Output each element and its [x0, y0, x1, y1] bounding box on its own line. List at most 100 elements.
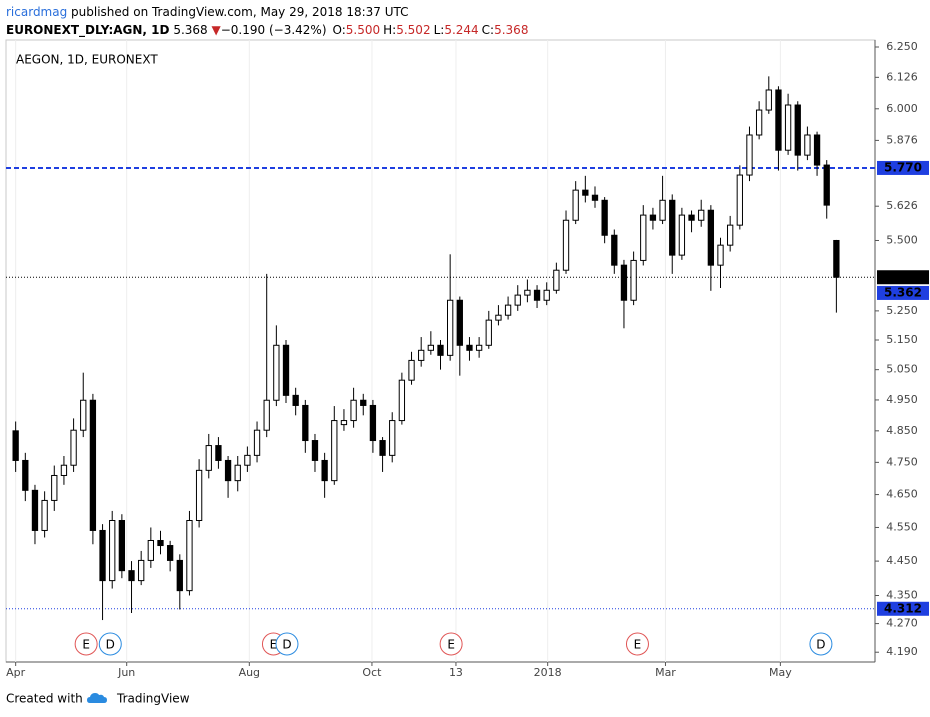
candle-body	[70, 429, 77, 466]
y-tick-label: 5.500	[886, 233, 918, 246]
candle-body	[447, 299, 454, 356]
event-marker	[809, 632, 833, 656]
y-tick-label: 4.450	[886, 554, 918, 567]
candle-body	[224, 459, 232, 482]
candle-body	[418, 349, 425, 361]
y-tick-label: 4.270	[886, 617, 918, 630]
ohlc-key: C:	[482, 23, 494, 37]
ohlc-key: L:	[434, 23, 445, 37]
candle-body	[775, 89, 782, 151]
candle-body	[707, 209, 715, 266]
candle-body	[804, 134, 811, 156]
byline: ricardmag published on TradingView.com, …	[6, 5, 409, 19]
candle-body	[649, 214, 657, 221]
y-tick-label: 5.150	[886, 333, 918, 346]
y-tick-label: 6.126	[886, 70, 918, 83]
candle-body	[195, 469, 203, 521]
x-tick-label: 2018	[534, 666, 562, 679]
footer-brand[interactable]: TradingView	[116, 692, 190, 706]
candle-body	[572, 189, 579, 221]
candle-body	[765, 89, 772, 111]
y-tick-label: 4.190	[886, 645, 918, 658]
candle-body	[369, 404, 377, 442]
x-tick-label: Oct	[362, 666, 382, 679]
price-badge-label: 5.362	[884, 285, 922, 299]
y-tick-label: 4.650	[886, 488, 918, 501]
x-tick-label: 13	[449, 666, 463, 679]
candle-body	[562, 219, 570, 271]
price-badge-label: 5.770	[884, 160, 922, 174]
candle-body	[22, 459, 29, 491]
candle-body	[292, 394, 299, 406]
candle-body	[591, 194, 599, 201]
candle-body	[833, 239, 840, 278]
candle-body	[408, 359, 415, 381]
candle-body	[794, 104, 801, 156]
candle-body	[398, 379, 406, 422]
ohlc-key: H:	[383, 23, 396, 37]
candle-body	[311, 440, 319, 461]
candle-body	[253, 429, 261, 456]
candle-body	[350, 399, 357, 422]
candle-body	[99, 529, 106, 582]
candle-body	[823, 164, 830, 206]
candle-body	[234, 464, 241, 482]
candle-body	[89, 399, 97, 531]
candle-body	[302, 404, 309, 442]
candle-body	[475, 344, 483, 351]
candle-body	[678, 214, 686, 256]
y-tick-label: 4.750	[886, 455, 918, 468]
candle-body	[340, 420, 348, 426]
published: published on TradingView.com, May 29, 20…	[71, 5, 408, 19]
candle-body	[669, 199, 676, 256]
price-badge-label: 4.312	[884, 601, 922, 615]
candle-body	[485, 319, 492, 346]
chart-title: AEGON, 1D, EURONEXT	[16, 53, 158, 67]
candle-body	[630, 259, 637, 301]
y-tick-label: 5.626	[886, 199, 918, 212]
ohlc-key: O:	[333, 23, 346, 37]
ohlc-value: 5.368	[494, 23, 528, 37]
y-tick-label: 4.550	[886, 520, 918, 533]
candle-body	[215, 445, 222, 461]
y-tick-label: 6.000	[886, 102, 918, 115]
candle-body	[51, 474, 58, 501]
y-tick-label: 5.250	[886, 304, 918, 317]
x-tick-label: Mar	[655, 666, 676, 679]
x-tick-label: May	[769, 666, 792, 679]
candle-body	[746, 134, 753, 176]
candle-body	[379, 440, 386, 456]
candle-body	[157, 539, 164, 547]
event-marker	[98, 632, 122, 656]
candle-body	[41, 499, 48, 531]
candle-body	[524, 289, 531, 296]
candle-body	[147, 539, 154, 561]
candle-body	[736, 174, 743, 226]
change-arrow: ▼	[212, 23, 222, 37]
y-tick-label: 5.050	[886, 363, 918, 376]
candle-body	[118, 519, 126, 572]
event-marker	[625, 632, 649, 656]
candle-body	[659, 199, 666, 221]
candle-body	[321, 459, 328, 482]
candle-body	[109, 519, 116, 582]
candle-body	[80, 399, 87, 431]
candle-body	[138, 559, 145, 582]
tradingview-logo[interactable]: TradingView	[87, 692, 190, 706]
candle-body	[553, 269, 560, 291]
candle-body	[12, 430, 19, 461]
y-tick-label: 4.850	[886, 424, 918, 437]
event-label: E	[270, 638, 278, 652]
candle-body	[60, 464, 68, 476]
candle-body	[437, 344, 444, 356]
candle-body	[543, 289, 550, 301]
price-badge	[877, 160, 929, 175]
user-link[interactable]: ricardmag	[6, 5, 67, 19]
candle-body	[727, 224, 734, 246]
candle-body	[263, 399, 270, 431]
ohlc-value: 5.502	[396, 23, 430, 37]
event-label: E	[634, 638, 642, 652]
candle-body	[495, 314, 502, 321]
candle-body	[331, 420, 338, 482]
